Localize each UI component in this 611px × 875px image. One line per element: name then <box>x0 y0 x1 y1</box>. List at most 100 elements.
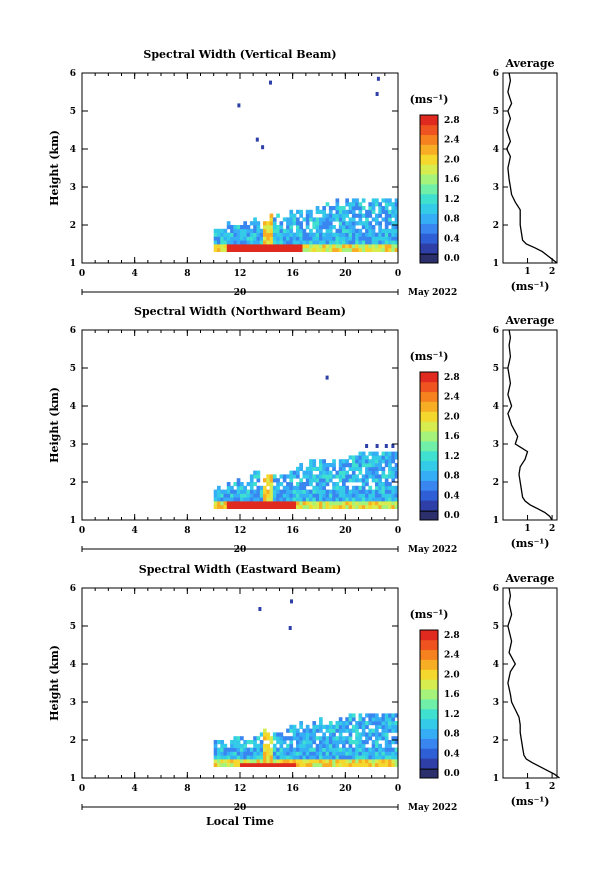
heatmap-cell <box>213 232 218 237</box>
heatmap-cell <box>272 217 277 222</box>
colorbar-swatch <box>420 490 438 501</box>
heatmap-cell <box>335 759 340 764</box>
heatmap-cell <box>289 213 294 218</box>
heatmap-cell <box>351 236 356 241</box>
heatmap-cell <box>365 244 369 249</box>
heatmap-cell <box>286 240 290 245</box>
heatmap-cell <box>243 747 247 752</box>
heatmap-cell <box>368 736 373 741</box>
heatmap-cell <box>335 728 340 733</box>
heatmap-cell <box>351 755 356 760</box>
average-y-tick-label: 5 <box>493 622 499 632</box>
heatmap-cell <box>328 743 333 748</box>
heatmap-cell <box>259 485 264 490</box>
heatmap-cell <box>315 217 320 222</box>
heatmap-cell <box>289 247 294 252</box>
heatmap-cell <box>236 244 241 249</box>
month-label: May 2022 <box>408 803 457 813</box>
heatmap-cell <box>319 728 323 733</box>
heatmap-cell <box>384 244 389 249</box>
heatmap-cell <box>381 236 386 241</box>
y-tick-label: 3 <box>70 183 76 193</box>
heatmap-cell <box>388 217 392 222</box>
heatmap-cell <box>236 501 241 506</box>
colorbar-swatch <box>420 115 438 126</box>
heatmap-cell <box>381 721 386 726</box>
heatmap-cell <box>315 736 320 741</box>
colorbar-tick-label: 2.4 <box>444 651 460 661</box>
heatmap-cell <box>381 497 386 502</box>
heatmap-cell <box>325 728 330 733</box>
heatmap-cell <box>338 213 343 218</box>
heatmap-cell <box>348 497 353 502</box>
heatmap-cell <box>384 743 389 748</box>
heatmap-cell <box>388 721 392 726</box>
heatmap-cell <box>226 240 231 245</box>
heatmap-cell <box>388 485 392 490</box>
heatmap-cell <box>365 759 369 764</box>
heatmap-cell <box>381 470 386 475</box>
heatmap-cell <box>368 225 373 230</box>
heatmap-cell <box>226 485 231 490</box>
heatmap-cell <box>355 221 359 226</box>
heatmap-cell <box>263 225 267 230</box>
heatmap-cell <box>305 728 310 733</box>
heatmap-cell <box>230 504 234 509</box>
heatmap-cell <box>289 236 294 241</box>
heatmap-cell <box>322 747 326 752</box>
colorbar-swatch <box>420 470 438 481</box>
heatmap-cell <box>355 728 359 733</box>
heatmap-cell <box>299 751 303 756</box>
heatmap-cell <box>342 504 346 509</box>
heatmap-cell <box>236 762 241 767</box>
heatmap-cell <box>338 232 343 237</box>
heatmap-cell <box>358 740 363 745</box>
heatmap-cell <box>236 759 241 764</box>
heatmap-cell <box>220 240 224 245</box>
heatmap-cell <box>299 225 303 230</box>
heatmap-cell <box>328 747 333 752</box>
heatmap-cell <box>266 504 270 509</box>
heatmap-cell <box>335 244 340 249</box>
heatmap-cell <box>256 489 261 494</box>
heatmap-cell <box>342 466 346 471</box>
heatmap-cell <box>391 504 396 509</box>
heatmap-cell <box>378 724 382 729</box>
heatmap-cell <box>378 717 382 722</box>
heatmap-cell <box>312 459 317 464</box>
heatmap-cell <box>345 470 349 475</box>
heatmap-cell <box>351 759 356 764</box>
heatmap-cell <box>230 743 234 748</box>
heatmap-cell <box>391 759 396 764</box>
heatmap-cell <box>266 240 270 245</box>
heatmap-cell <box>338 728 343 733</box>
heatmap-cell <box>348 489 353 494</box>
heatmap-cell <box>361 463 366 468</box>
heatmap-cell <box>312 217 317 222</box>
heatmap-cell <box>272 497 277 502</box>
heatmap-cell <box>358 244 363 249</box>
heatmap-cell <box>233 236 238 241</box>
heatmap-cell <box>259 247 264 252</box>
heatmap-cell <box>319 482 323 487</box>
heatmap-cell <box>384 217 389 222</box>
average-y-tick-label: 2 <box>493 221 499 231</box>
colorbar-swatch <box>420 669 438 680</box>
y-tick-label: 2 <box>70 736 76 746</box>
heatmap-cell <box>384 751 389 756</box>
heatmap-cell <box>249 493 254 498</box>
heatmap-cell <box>272 751 277 756</box>
heatmap-cell <box>302 470 307 475</box>
average-y-tick-label: 1 <box>493 259 499 269</box>
heatmap-cell <box>286 225 290 230</box>
heatmap-cell <box>296 497 300 502</box>
heatmap-cell <box>296 232 300 237</box>
heatmap-cell <box>213 762 218 767</box>
colorbar-tick-label: 0.0 <box>444 769 460 779</box>
heatmap-cell <box>292 504 297 509</box>
heatmap-cell <box>394 455 399 460</box>
heatmap-cell <box>351 717 356 722</box>
y-tick-label: 6 <box>70 326 76 336</box>
heatmap-cell <box>391 225 396 230</box>
heatmap-cell <box>312 493 317 498</box>
